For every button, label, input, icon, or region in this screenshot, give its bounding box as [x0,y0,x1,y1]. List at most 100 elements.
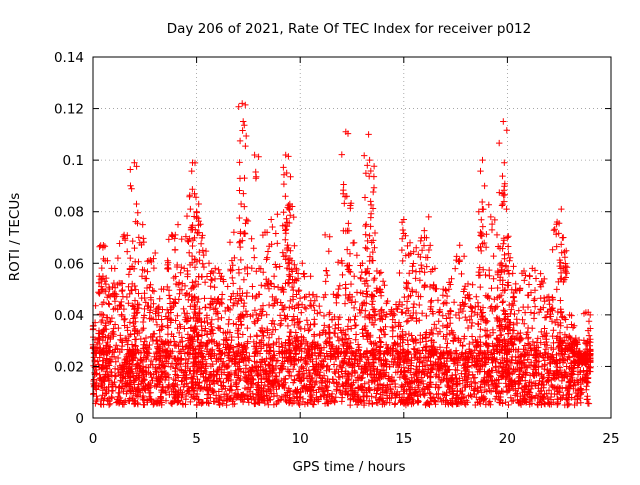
data-point [479,199,485,205]
data-point [410,304,416,310]
data-point [105,300,111,306]
data-point [193,194,199,200]
data-point [135,210,141,216]
data-point [427,242,433,248]
data-point [273,264,279,270]
data-point [418,238,424,244]
data-point [200,261,206,267]
data-point [480,223,486,229]
data-point [404,319,410,325]
data-point [133,286,139,292]
data-point [381,282,387,288]
data-point [526,342,532,348]
data-point [307,273,313,279]
data-point [317,331,323,337]
data-point [538,329,544,335]
data-point [153,356,159,362]
data-point [461,253,467,259]
data-point [321,313,327,319]
data-point [119,288,125,294]
data-point [236,104,242,110]
data-point [499,173,505,179]
data-point [584,393,590,399]
data-point [400,227,406,233]
data-point [486,273,492,279]
data-point [97,401,103,407]
data-point [230,320,236,326]
data-point [435,297,441,303]
data-point [231,229,237,235]
data-point [249,283,255,289]
data-point [371,245,377,251]
data-point [115,325,121,331]
data-point [128,186,134,192]
data-point [140,221,146,227]
data-point [418,262,424,268]
data-point [157,296,163,302]
data-point [242,102,248,108]
data-point [537,270,543,276]
data-point [348,281,354,287]
data-point [365,131,371,137]
data-point [287,174,293,180]
data-point [129,341,135,347]
data-point [554,286,560,292]
data-point [297,295,303,301]
data-point [500,118,506,124]
data-point [241,277,247,283]
data-point [545,395,551,401]
data-point [281,181,287,187]
data-point [564,270,570,276]
data-point [291,362,297,368]
data-point [488,214,494,220]
data-point [440,301,446,307]
data-point [444,293,450,299]
data-point [136,234,142,240]
data-point [241,175,247,181]
data-point [312,321,318,327]
data-point [127,331,133,337]
data-point [201,295,207,301]
data-point [211,284,217,290]
data-point [377,338,383,344]
data-point [119,287,125,293]
data-point [511,327,517,333]
data-point [421,227,427,233]
data-point [106,301,112,307]
data-point [133,201,139,207]
data-point [116,240,122,246]
data-point [371,185,377,191]
data-point [201,264,207,270]
data-point [504,127,510,133]
data-point [366,173,372,179]
data-point [143,335,149,341]
data-point [362,245,368,251]
data-point [133,336,139,342]
data-points [90,100,594,408]
data-point [352,313,358,319]
data-point [494,232,500,238]
data-point [444,323,450,329]
data-point [521,321,527,327]
data-point [332,326,338,332]
data-point [362,223,368,229]
data-point [268,216,274,222]
data-point [560,234,566,240]
data-point [550,327,556,333]
data-point [117,302,123,308]
data-point [229,267,235,273]
data-point [269,224,275,230]
data-point [521,277,527,283]
data-point [166,287,172,293]
data-point [227,268,233,274]
data-point [115,255,121,261]
data-point [106,402,112,408]
data-point [237,138,243,144]
data-point [305,327,311,333]
data-point [469,282,475,288]
data-point [237,244,243,250]
data-point [285,323,291,329]
data-point [172,299,178,305]
data-point [184,213,190,219]
data-point [526,281,532,287]
